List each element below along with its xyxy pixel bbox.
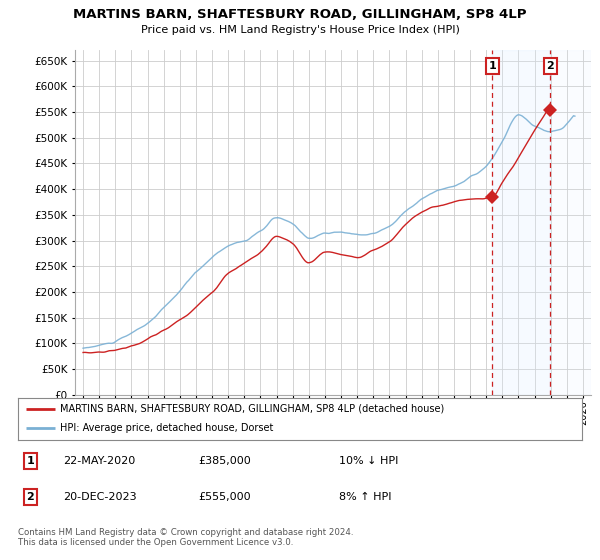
Text: 1: 1 (26, 456, 34, 466)
Text: 1: 1 (488, 61, 496, 71)
Text: Price paid vs. HM Land Registry's House Price Index (HPI): Price paid vs. HM Land Registry's House … (140, 25, 460, 35)
Text: 10% ↓ HPI: 10% ↓ HPI (340, 456, 399, 466)
Text: MARTINS BARN, SHAFTESBURY ROAD, GILLINGHAM, SP8 4LP: MARTINS BARN, SHAFTESBURY ROAD, GILLINGH… (73, 8, 527, 21)
Bar (493, 50, 550, 395)
Text: £385,000: £385,000 (199, 456, 251, 466)
Text: 2: 2 (547, 61, 554, 71)
Text: HPI: Average price, detached house, Dorset: HPI: Average price, detached house, Dors… (60, 423, 274, 433)
Bar (550, 50, 591, 395)
Text: 2: 2 (26, 492, 34, 502)
Text: MARTINS BARN, SHAFTESBURY ROAD, GILLINGHAM, SP8 4LP (detached house): MARTINS BARN, SHAFTESBURY ROAD, GILLINGH… (60, 404, 445, 414)
Text: 20-DEC-2023: 20-DEC-2023 (63, 492, 137, 502)
Text: Contains HM Land Registry data © Crown copyright and database right 2024.
This d: Contains HM Land Registry data © Crown c… (18, 528, 353, 547)
Text: 8% ↑ HPI: 8% ↑ HPI (340, 492, 392, 502)
Text: £555,000: £555,000 (199, 492, 251, 502)
Text: 22-MAY-2020: 22-MAY-2020 (63, 456, 136, 466)
